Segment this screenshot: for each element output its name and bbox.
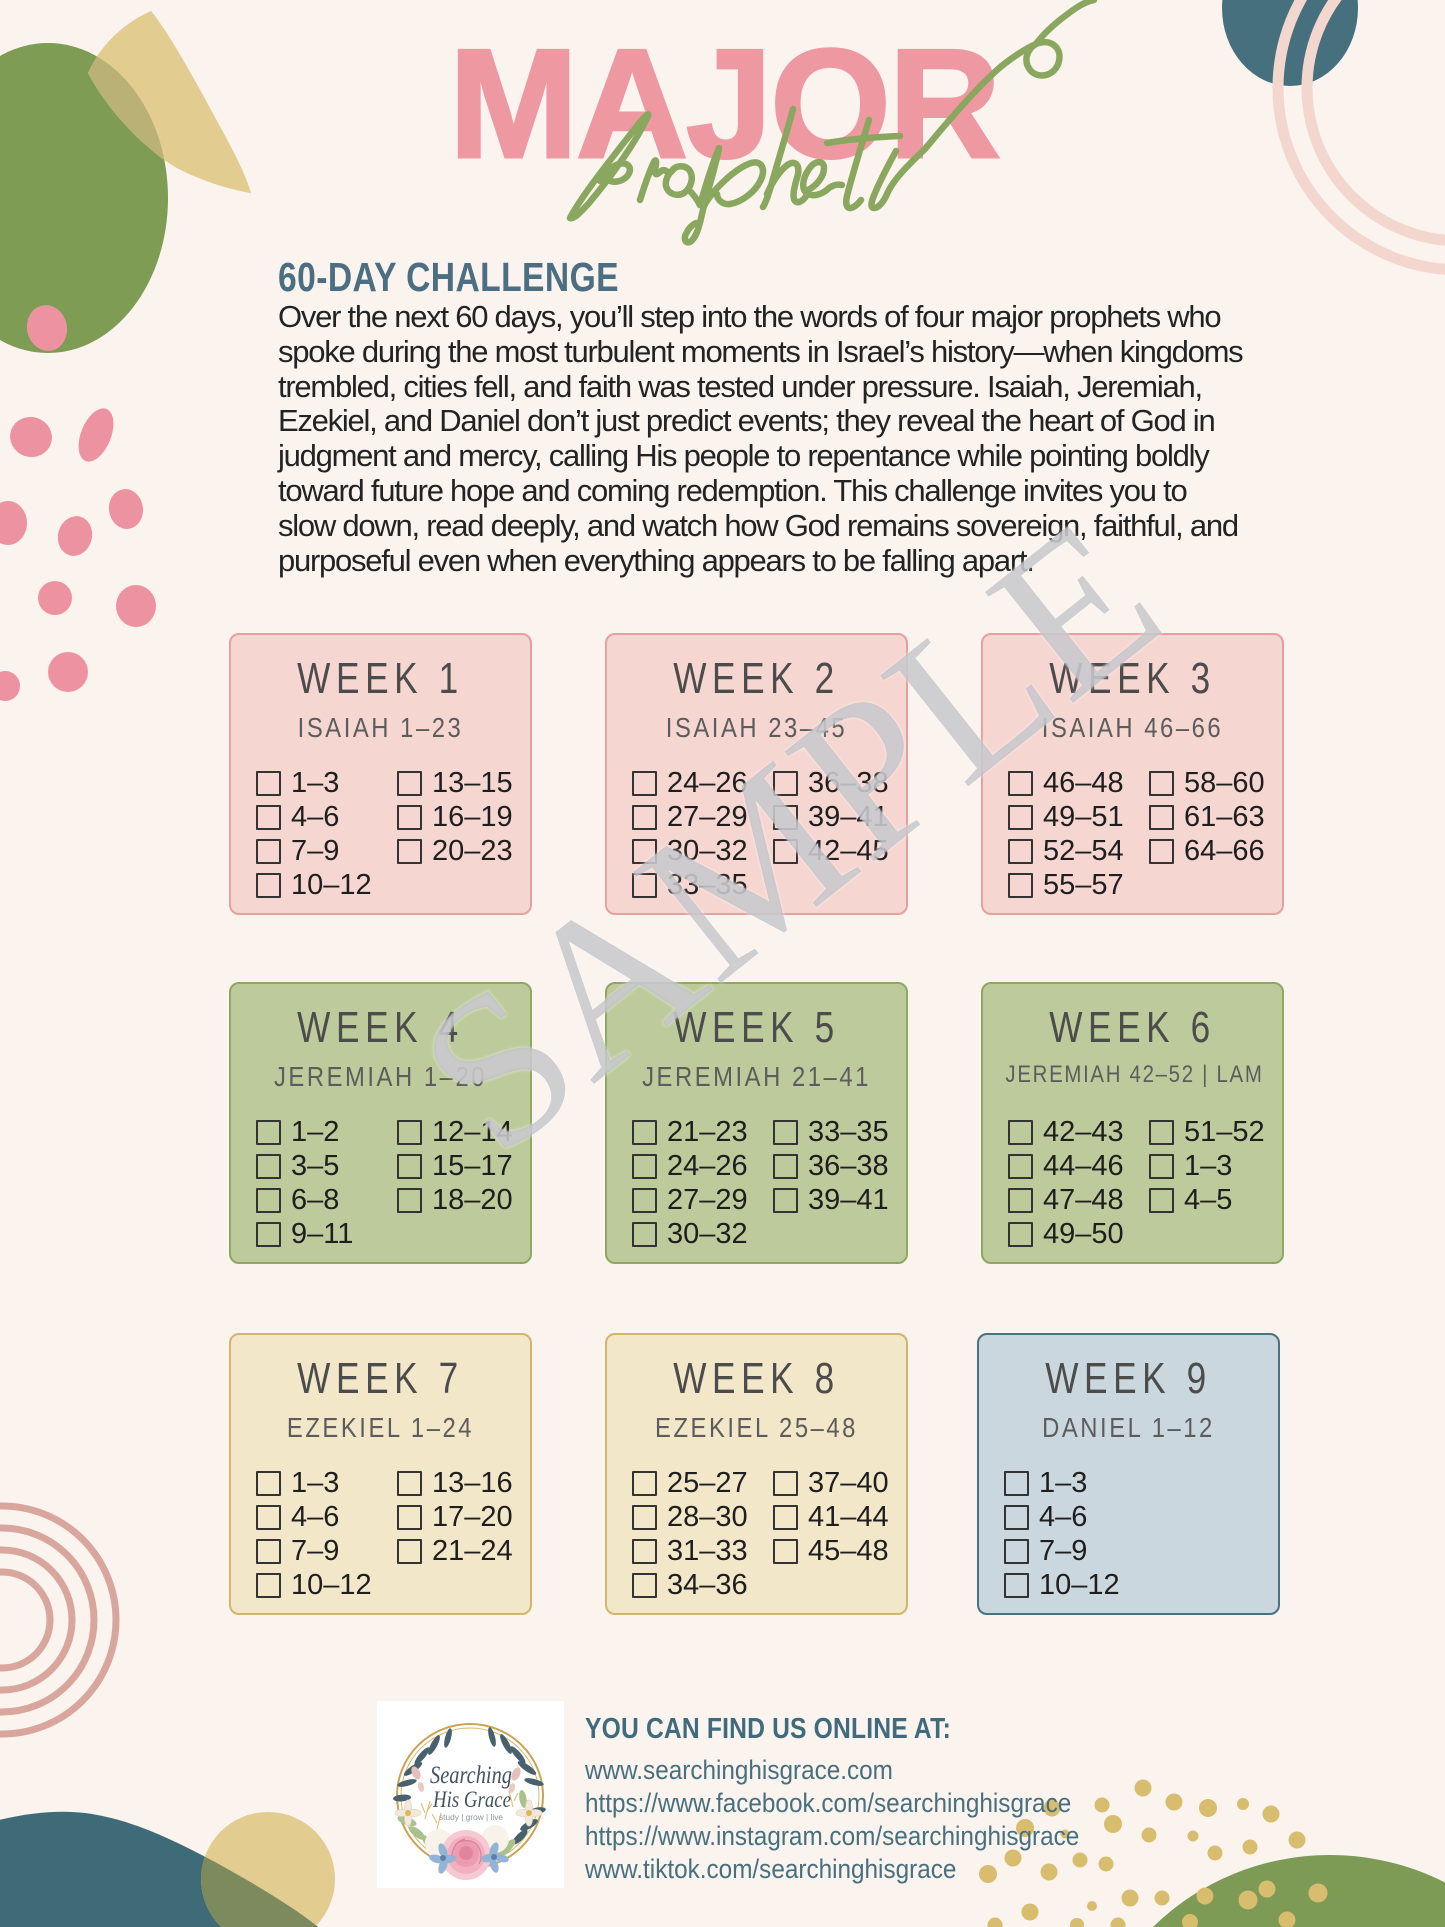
svg-text:His Grace: His Grace: [432, 1787, 511, 1812]
svg-text:study | grow | live: study | grow | live: [439, 1813, 504, 1822]
svg-text:Searching: Searching: [430, 1762, 512, 1789]
